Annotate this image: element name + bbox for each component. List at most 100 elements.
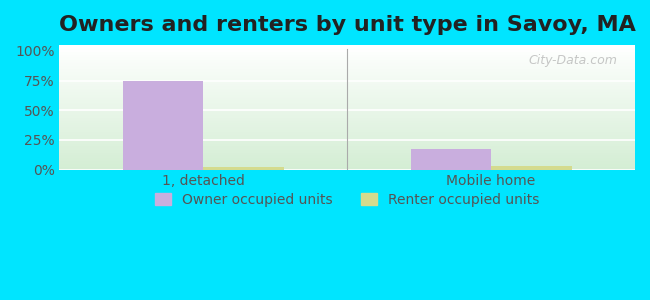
Bar [59,135,635,136]
Bar [59,146,635,147]
Bar [59,99,635,100]
Bar [59,59,635,60]
Bar [59,148,635,149]
Bar [59,89,635,90]
Bar [59,133,635,134]
Bar [59,88,635,89]
Bar [59,117,635,118]
Bar [411,149,491,170]
Bar [59,118,635,119]
Bar [59,86,635,87]
Bar [59,159,635,160]
Bar [59,107,635,108]
Bar [59,153,635,154]
Bar [59,131,635,132]
Bar [59,68,635,69]
Bar [59,119,635,120]
Bar [59,96,635,97]
Bar [59,45,635,46]
Bar [59,87,635,88]
Bar [59,81,635,82]
Bar [59,113,635,114]
Bar [59,55,635,56]
Bar [59,141,635,142]
Bar [59,56,635,57]
Bar [59,168,635,169]
Bar [59,72,635,73]
Title: Owners and renters by unit type in Savoy, MA: Owners and renters by unit type in Savoy… [58,15,636,35]
Bar [59,52,635,53]
Bar [59,157,635,158]
Bar [59,83,635,84]
Bar [59,85,635,86]
Bar [59,103,635,104]
Bar [59,65,635,66]
Bar [59,100,635,101]
Bar [59,58,635,59]
Bar [59,158,635,159]
Bar [59,77,635,78]
Bar [59,136,635,137]
Bar [59,115,635,116]
Bar [59,64,635,65]
Bar [59,60,635,61]
Bar [59,46,635,47]
Bar [59,50,635,51]
Bar [59,165,635,166]
Bar [59,154,635,155]
Bar [59,76,635,77]
Bar [59,57,635,58]
Bar [59,69,635,70]
Bar [59,110,635,111]
Bar [59,62,635,63]
Bar [59,138,635,139]
Bar [59,130,635,131]
Bar [59,163,635,164]
Legend: Owner occupied units, Renter occupied units: Owner occupied units, Renter occupied un… [149,188,545,212]
Bar [59,61,635,62]
Bar [59,161,635,162]
Bar [59,126,635,127]
Bar [59,67,635,68]
Bar [59,48,635,49]
Bar [59,75,635,76]
Bar [59,124,635,125]
Bar [59,128,635,129]
Bar [59,144,635,145]
Bar [59,167,635,168]
Bar [59,111,635,112]
Bar [59,106,635,107]
Bar [491,166,572,169]
Bar [59,51,635,52]
Bar [59,156,635,157]
Bar [59,162,635,163]
Bar [59,142,635,143]
Bar [59,98,635,99]
Bar [59,78,635,79]
Bar [59,102,635,103]
Bar [59,150,635,151]
Bar [59,63,635,64]
Bar [59,152,635,153]
Bar [59,149,635,150]
Bar [59,79,635,80]
Bar [59,123,635,124]
Bar [59,140,635,141]
Bar [59,66,635,67]
Bar [59,54,635,55]
Bar [59,151,635,152]
Bar [59,108,635,109]
Bar [59,147,635,148]
Bar [59,120,635,121]
Bar [59,74,635,75]
Bar [59,49,635,50]
Bar [59,94,635,95]
Bar [59,132,635,133]
Bar [59,127,635,128]
Bar [59,82,635,83]
Bar [59,155,635,156]
Bar [59,114,635,115]
Bar [59,109,635,110]
Bar [59,134,635,135]
Bar [59,71,635,72]
